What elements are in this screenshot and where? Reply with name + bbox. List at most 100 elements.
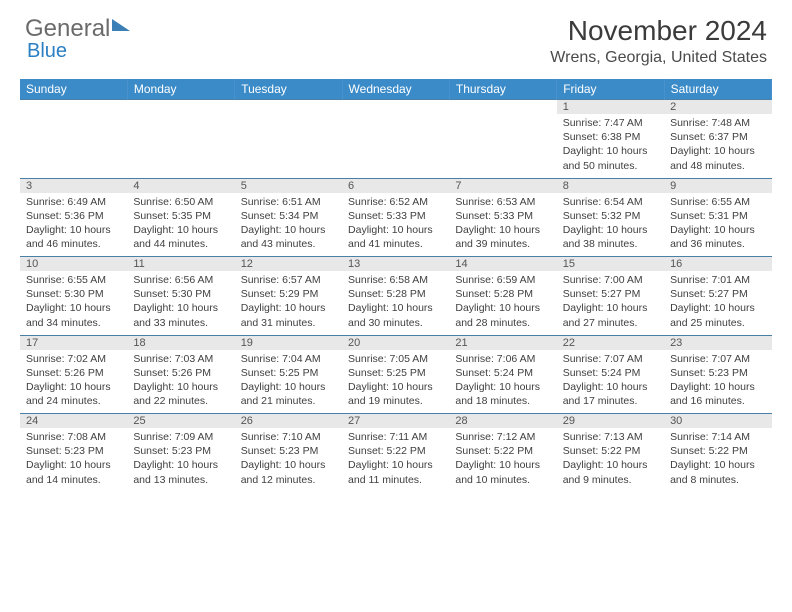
sunrise-text: Sunrise: 6:52 AM (348, 195, 443, 209)
day-content-cell: Sunrise: 6:55 AMSunset: 5:30 PMDaylight:… (20, 271, 127, 335)
sunrise-text: Sunrise: 6:55 AM (26, 273, 121, 287)
sunrise-text: Sunrise: 7:00 AM (563, 273, 658, 287)
sunset-text: Sunset: 5:27 PM (563, 287, 658, 301)
day-content-cell: Sunrise: 7:08 AMSunset: 5:23 PMDaylight:… (20, 428, 127, 492)
sunrise-text: Sunrise: 6:51 AM (241, 195, 336, 209)
sunset-text: Sunset: 5:23 PM (133, 444, 228, 458)
sunset-text: Sunset: 5:22 PM (348, 444, 443, 458)
day-number-cell (127, 100, 234, 115)
month-title: November 2024 (550, 15, 767, 47)
sunset-text: Sunset: 5:29 PM (241, 287, 336, 301)
sunrise-text: Sunrise: 6:57 AM (241, 273, 336, 287)
day-content-cell: Sunrise: 6:52 AMSunset: 5:33 PMDaylight:… (342, 193, 449, 257)
day-content-cell: Sunrise: 7:07 AMSunset: 5:24 PMDaylight:… (557, 350, 664, 414)
daylight-text: Daylight: 10 hours and 50 minutes. (563, 144, 658, 172)
sunrise-text: Sunrise: 6:50 AM (133, 195, 228, 209)
daylight-text: Daylight: 10 hours and 24 minutes. (26, 380, 121, 408)
daylight-text: Daylight: 10 hours and 9 minutes. (563, 458, 658, 486)
logo-blue-row: Blue (27, 40, 67, 63)
calendar-table: SundayMondayTuesdayWednesdayThursdayFrid… (20, 79, 772, 492)
daylight-text: Daylight: 10 hours and 46 minutes. (26, 223, 121, 251)
day-content-cell: Sunrise: 7:10 AMSunset: 5:23 PMDaylight:… (235, 428, 342, 492)
sunrise-text: Sunrise: 7:02 AM (26, 352, 121, 366)
day-content-cell: Sunrise: 6:58 AMSunset: 5:28 PMDaylight:… (342, 271, 449, 335)
sunset-text: Sunset: 5:22 PM (563, 444, 658, 458)
sunrise-text: Sunrise: 7:48 AM (670, 116, 765, 130)
day-number-cell: 15 (557, 257, 664, 272)
day-content-cell (235, 114, 342, 178)
logo-text-general: General (25, 15, 110, 43)
sunrise-text: Sunrise: 7:04 AM (241, 352, 336, 366)
daylight-text: Daylight: 10 hours and 16 minutes. (670, 380, 765, 408)
day-number-cell: 18 (127, 335, 234, 350)
day-content-row: Sunrise: 6:55 AMSunset: 5:30 PMDaylight:… (20, 271, 772, 335)
daylight-text: Daylight: 10 hours and 34 minutes. (26, 301, 121, 329)
day-number-cell: 17 (20, 335, 127, 350)
daylight-text: Daylight: 10 hours and 25 minutes. (670, 301, 765, 329)
day-number-cell: 8 (557, 178, 664, 193)
location-text: Wrens, Georgia, United States (550, 49, 767, 67)
daylight-text: Daylight: 10 hours and 36 minutes. (670, 223, 765, 251)
day-content-cell: Sunrise: 7:47 AMSunset: 6:38 PMDaylight:… (557, 114, 664, 178)
sunset-text: Sunset: 5:27 PM (670, 287, 765, 301)
day-number-row: 12 (20, 100, 772, 115)
sunset-text: Sunset: 5:25 PM (348, 366, 443, 380)
sunset-text: Sunset: 5:34 PM (241, 209, 336, 223)
daylight-text: Daylight: 10 hours and 17 minutes. (563, 380, 658, 408)
daylight-text: Daylight: 10 hours and 43 minutes. (241, 223, 336, 251)
daylight-text: Daylight: 10 hours and 21 minutes. (241, 380, 336, 408)
weekday-header: Saturday (664, 79, 771, 100)
day-number-cell: 6 (342, 178, 449, 193)
daylight-text: Daylight: 10 hours and 30 minutes. (348, 301, 443, 329)
daylight-text: Daylight: 10 hours and 39 minutes. (455, 223, 550, 251)
day-number-cell (449, 100, 556, 115)
sunrise-text: Sunrise: 7:03 AM (133, 352, 228, 366)
day-content-cell: Sunrise: 7:06 AMSunset: 5:24 PMDaylight:… (449, 350, 556, 414)
weekday-header: Friday (557, 79, 664, 100)
sunset-text: Sunset: 5:28 PM (455, 287, 550, 301)
day-content-cell: Sunrise: 7:48 AMSunset: 6:37 PMDaylight:… (664, 114, 771, 178)
sunrise-text: Sunrise: 6:59 AM (455, 273, 550, 287)
sunrise-text: Sunrise: 6:49 AM (26, 195, 121, 209)
day-content-cell: Sunrise: 6:49 AMSunset: 5:36 PMDaylight:… (20, 193, 127, 257)
sunset-text: Sunset: 5:30 PM (26, 287, 121, 301)
sunset-text: Sunset: 5:35 PM (133, 209, 228, 223)
day-content-cell: Sunrise: 7:13 AMSunset: 5:22 PMDaylight:… (557, 428, 664, 492)
sunrise-text: Sunrise: 7:06 AM (455, 352, 550, 366)
daylight-text: Daylight: 10 hours and 33 minutes. (133, 301, 228, 329)
day-content-cell (127, 114, 234, 178)
sunrise-text: Sunrise: 7:14 AM (670, 430, 765, 444)
day-content-row: Sunrise: 7:47 AMSunset: 6:38 PMDaylight:… (20, 114, 772, 178)
sunrise-text: Sunrise: 6:53 AM (455, 195, 550, 209)
weekday-header-row: SundayMondayTuesdayWednesdayThursdayFrid… (20, 79, 772, 100)
daylight-text: Daylight: 10 hours and 11 minutes. (348, 458, 443, 486)
logo-text-blue: Blue (27, 40, 67, 62)
day-number-cell: 4 (127, 178, 234, 193)
sunset-text: Sunset: 5:23 PM (241, 444, 336, 458)
day-content-cell: Sunrise: 7:03 AMSunset: 5:26 PMDaylight:… (127, 350, 234, 414)
day-content-cell: Sunrise: 6:51 AMSunset: 5:34 PMDaylight:… (235, 193, 342, 257)
sunset-text: Sunset: 5:26 PM (26, 366, 121, 380)
day-content-cell: Sunrise: 6:57 AMSunset: 5:29 PMDaylight:… (235, 271, 342, 335)
day-number-cell: 23 (664, 335, 771, 350)
day-number-cell: 10 (20, 257, 127, 272)
day-content-cell: Sunrise: 7:01 AMSunset: 5:27 PMDaylight:… (664, 271, 771, 335)
sunset-text: Sunset: 5:23 PM (26, 444, 121, 458)
daylight-text: Daylight: 10 hours and 22 minutes. (133, 380, 228, 408)
daylight-text: Daylight: 10 hours and 41 minutes. (348, 223, 443, 251)
daylight-text: Daylight: 10 hours and 28 minutes. (455, 301, 550, 329)
day-content-cell: Sunrise: 7:12 AMSunset: 5:22 PMDaylight:… (449, 428, 556, 492)
day-number-row: 3456789 (20, 178, 772, 193)
sunset-text: Sunset: 6:37 PM (670, 130, 765, 144)
sunrise-text: Sunrise: 7:01 AM (670, 273, 765, 287)
day-number-cell: 13 (342, 257, 449, 272)
day-content-cell: Sunrise: 7:04 AMSunset: 5:25 PMDaylight:… (235, 350, 342, 414)
day-number-cell: 9 (664, 178, 771, 193)
daylight-text: Daylight: 10 hours and 19 minutes. (348, 380, 443, 408)
day-number-cell: 11 (127, 257, 234, 272)
day-content-cell: Sunrise: 6:54 AMSunset: 5:32 PMDaylight:… (557, 193, 664, 257)
calendar-body: 12 Sunrise: 7:47 AMSunset: 6:38 PMDaylig… (20, 100, 772, 493)
sunrise-text: Sunrise: 7:07 AM (563, 352, 658, 366)
sunrise-text: Sunrise: 6:54 AM (563, 195, 658, 209)
daylight-text: Daylight: 10 hours and 14 minutes. (26, 458, 121, 486)
